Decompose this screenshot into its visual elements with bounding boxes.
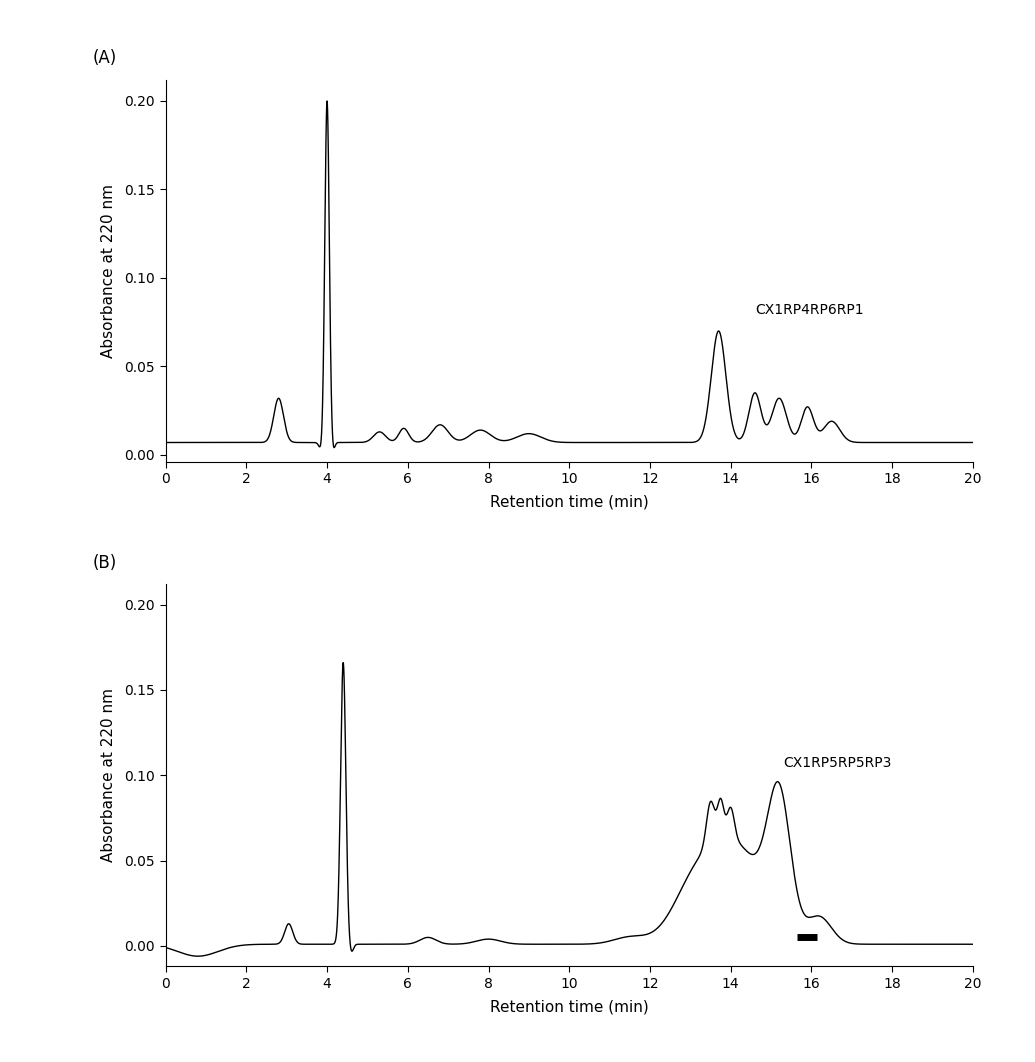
X-axis label: Retention time (min): Retention time (min) xyxy=(490,999,649,1014)
X-axis label: Retention time (min): Retention time (min) xyxy=(490,495,649,510)
Y-axis label: Absorbance at 220 nm: Absorbance at 220 nm xyxy=(101,688,116,862)
Text: (A): (A) xyxy=(93,49,117,67)
Text: CX1RP4RP6RP1: CX1RP4RP6RP1 xyxy=(755,303,863,316)
Text: (B): (B) xyxy=(93,553,117,571)
Text: CX1RP5RP5RP3: CX1RP5RP5RP3 xyxy=(783,756,891,770)
Y-axis label: Absorbance at 220 nm: Absorbance at 220 nm xyxy=(101,184,116,358)
